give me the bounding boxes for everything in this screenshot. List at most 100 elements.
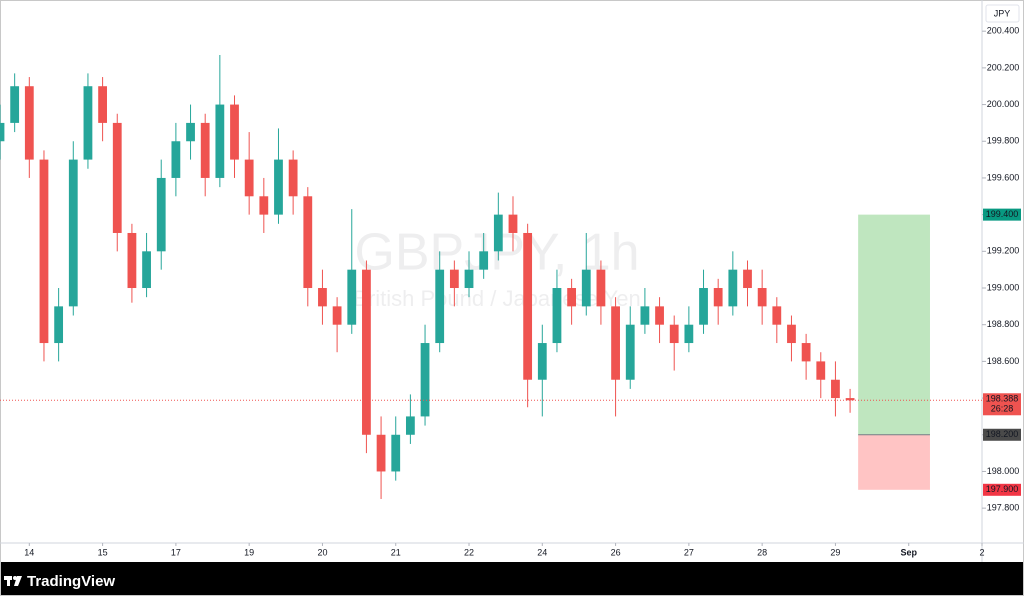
candle-body: [24, 86, 34, 160]
candle-body: [581, 269, 591, 307]
x-tick-label: 27: [684, 547, 694, 557]
candle-body: [39, 159, 49, 344]
candle-body: [611, 306, 620, 380]
candle-body: [230, 104, 239, 160]
x-tick-label: 26: [611, 547, 621, 557]
candle-body: [259, 196, 269, 215]
candle-body: [493, 214, 503, 252]
x-tick-label: 24: [537, 547, 547, 557]
candle-body: [127, 232, 137, 289]
y-tick-label: 200.000: [987, 99, 1020, 109]
candle-body: [68, 159, 78, 307]
candle-body: [816, 361, 826, 380]
loss-zone: [858, 434, 930, 490]
y-tick-label: 197.800: [987, 503, 1020, 513]
candle-body: [464, 269, 474, 289]
logo-part: [14, 576, 22, 586]
stop-price-box: [983, 483, 1021, 496]
candle-body: [772, 306, 782, 325]
last-price-box: [983, 393, 1021, 416]
candle-body: [669, 324, 679, 344]
candle-body: [684, 324, 694, 344]
candle-body: [508, 214, 518, 233]
candle-body: [596, 269, 606, 307]
x-tick-label: 20: [317, 547, 327, 557]
x-tick-label: 29: [830, 547, 840, 557]
candle-body: [420, 343, 430, 417]
logo-part: [13, 576, 17, 580]
brand-logo: [4, 576, 22, 586]
candle-body: [757, 288, 767, 307]
candle-body: [801, 343, 811, 362]
x-tick-label: 17: [171, 547, 181, 557]
candle-body: [200, 122, 210, 178]
profit-zone: [858, 214, 930, 435]
target-price-box: [983, 208, 1021, 221]
x-tick-label: 19: [244, 547, 254, 557]
candle-body: [54, 306, 64, 344]
candle-body: [362, 269, 371, 435]
candle-body: [112, 122, 122, 233]
x-tick-label: 14: [24, 547, 34, 557]
candle-body: [10, 86, 20, 123]
x-tick-label: 15: [98, 547, 108, 557]
currency-label: JPY: [994, 8, 1011, 18]
candle-body: [376, 434, 386, 472]
candle-body: [699, 288, 708, 325]
candle-body: [142, 251, 151, 289]
last-price-label: 198.388: [986, 394, 1019, 404]
y-tick-label: 198.600: [987, 356, 1020, 366]
y-tick-label: 199.200: [987, 246, 1020, 256]
candle-body: [332, 306, 342, 325]
candle-body: [83, 86, 93, 160]
footer: [1, 562, 1023, 595]
x-tick-label: 2: [979, 547, 984, 557]
candle-body: [303, 196, 313, 289]
candle-body: [186, 122, 195, 142]
candle-body: [567, 288, 577, 307]
candle-body: [98, 86, 107, 123]
candle-body: [171, 141, 181, 178]
stop-price-label: 197.900: [986, 484, 1019, 494]
candle-body: [215, 104, 225, 178]
candle-body: [640, 306, 650, 325]
y-tick-label: 199.800: [987, 136, 1020, 146]
candle-body: [405, 416, 415, 435]
x-tick-label: 28: [757, 547, 767, 557]
candle-body: [728, 269, 738, 307]
countdown-label: 26:28: [991, 404, 1014, 414]
y-tick-label: 198.800: [987, 319, 1020, 329]
logo-part: [7, 576, 10, 586]
watermark-subtitle: British Pound / Japanese Yen: [353, 286, 640, 311]
candle-body: [391, 434, 401, 472]
candle-body: [479, 251, 489, 270]
candle-body: [435, 269, 445, 344]
currency-box: [985, 4, 1020, 23]
candle-body: [743, 269, 752, 289]
candle-body: [845, 398, 855, 401]
y-tick-label: 200.200: [987, 62, 1020, 72]
candle-body: [713, 288, 723, 307]
brand: TradingView: [27, 573, 115, 590]
y-tick-label: 199.600: [987, 172, 1020, 182]
candle-body: [0, 122, 5, 142]
entry-price-box: [983, 428, 1021, 441]
y-tick-label: 198.000: [987, 466, 1020, 476]
y-tick-label: 200.400: [987, 26, 1020, 36]
entry-price-label: 198.200: [986, 429, 1019, 439]
candle-body: [244, 159, 254, 197]
candle-body: [318, 288, 327, 307]
candle-body: [274, 159, 283, 215]
candle-body: [449, 269, 459, 289]
x-tick-label: Sep: [900, 547, 917, 557]
candle-body: [156, 177, 166, 252]
target-price-label: 199.400: [986, 209, 1019, 219]
y-tick-label: 199.000: [987, 282, 1020, 292]
x-tick-label: 22: [464, 547, 474, 557]
candle-body: [655, 306, 664, 325]
candle-body: [552, 288, 562, 344]
candle-body: [537, 343, 547, 380]
